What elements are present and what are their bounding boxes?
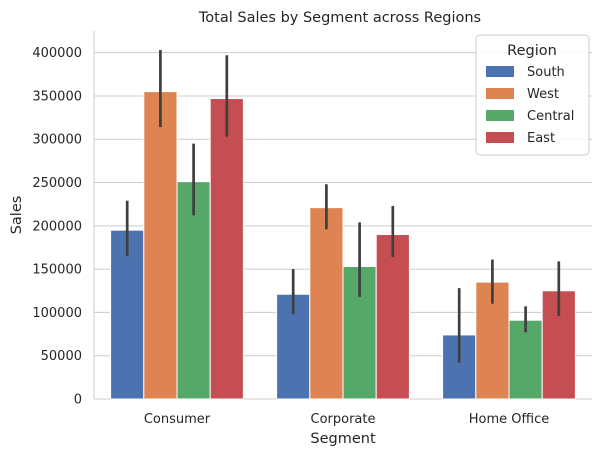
legend-swatch-east (486, 132, 514, 143)
bar-east-corporate (375, 233, 410, 400)
bar-west-corporate (309, 207, 344, 400)
y-tick-label: 50000 (41, 349, 82, 364)
y-tick-label: 250000 (32, 176, 82, 191)
y-tick-labels: 0 50000 100000 150000 200000 250000 300000 3500… (32, 46, 82, 407)
legend-label-west: West (527, 87, 559, 102)
x-tick-label: Corporate (311, 412, 376, 427)
x-tick-label: Home Office (469, 412, 549, 427)
y-tick-label: 150000 (32, 263, 82, 278)
y-tick-label: 200000 (32, 219, 82, 234)
chart-title: Total Sales by Segment across Regions (198, 10, 481, 26)
y-tick-label: 0 (74, 393, 82, 408)
y-tick-label: 400000 (32, 46, 82, 61)
legend: Region South West Central East (475, 34, 590, 156)
bar-central-home-office (508, 319, 543, 400)
y-tick-label: 350000 (32, 89, 82, 104)
legend-label-east: East (527, 131, 555, 146)
x-tick-label: Consumer (144, 412, 211, 427)
bar-east-consumer (209, 98, 244, 400)
x-axis-label: Segment (310, 431, 376, 447)
legend-frame (475, 34, 590, 156)
legend-label-central: Central (527, 109, 574, 124)
y-tick-label: 100000 (32, 306, 82, 321)
bar-west-consumer (143, 91, 178, 400)
legend-title: Region (507, 43, 557, 59)
legend-label-south: South (527, 65, 565, 80)
legend-swatch-central (486, 110, 514, 121)
error-bars (125, 50, 561, 363)
legend-items: South West Central East (486, 65, 574, 146)
legend-swatch-south (486, 66, 514, 77)
y-axis-label: Sales (9, 196, 25, 235)
x-tick-labels: Consumer Corporate Home Office (144, 412, 549, 427)
y-tick-label: 300000 (32, 133, 82, 148)
legend-swatch-west (486, 88, 514, 99)
bars (110, 91, 576, 400)
bar-south-consumer (110, 229, 145, 400)
